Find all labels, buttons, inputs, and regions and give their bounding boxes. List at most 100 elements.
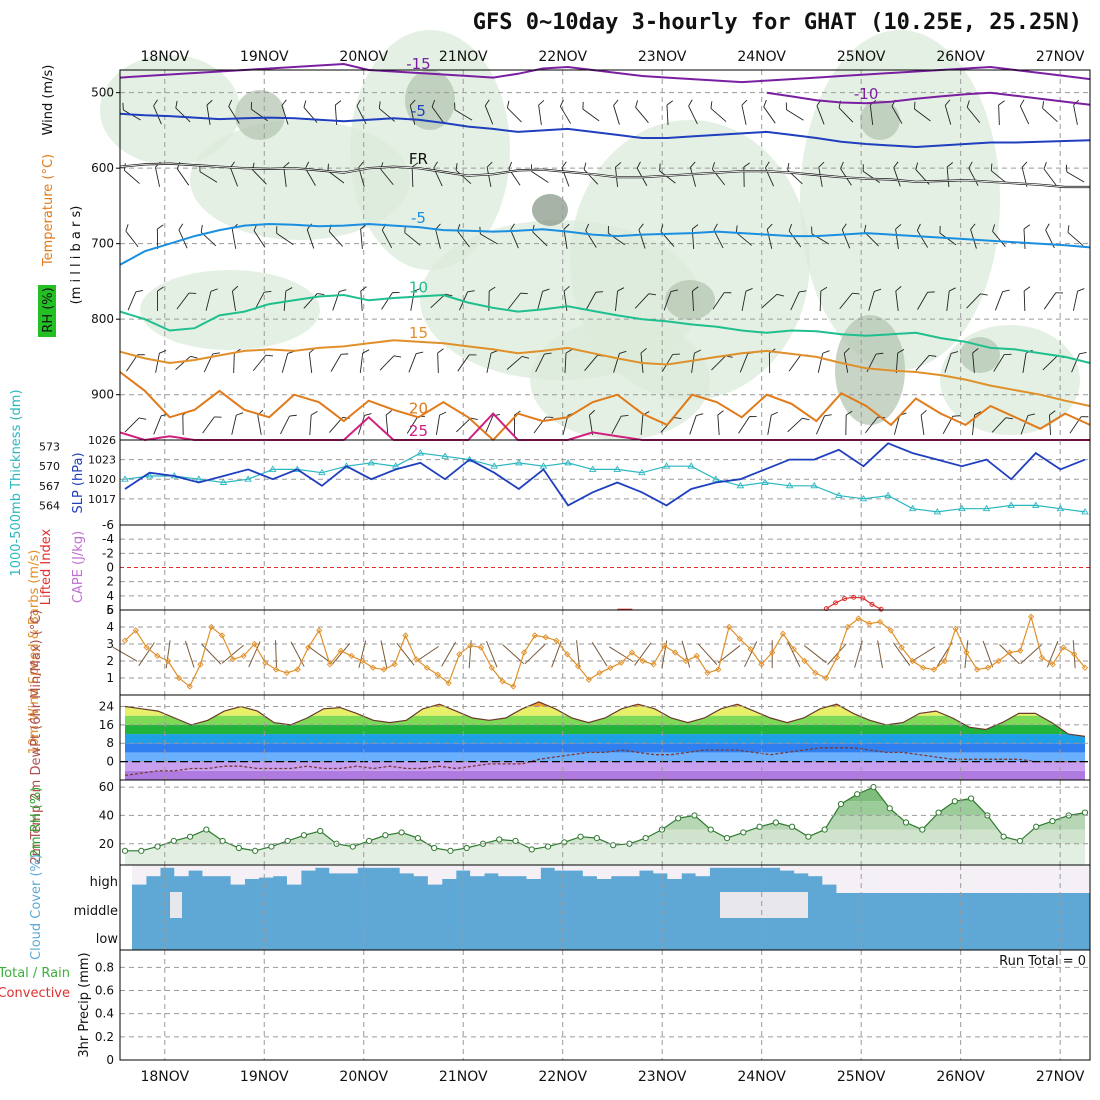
cloud-high-gap [850, 865, 865, 893]
wind-barb [153, 413, 169, 435]
wind-barb [533, 416, 554, 434]
barb-flag [745, 287, 753, 292]
rh-marker [138, 847, 145, 854]
barb-staff [138, 642, 155, 667]
isotherm-line [119, 222, 1091, 266]
li-marker [832, 600, 838, 606]
wind-barb [659, 163, 676, 184]
barb-staff [206, 105, 211, 125]
wind-barb [946, 287, 956, 311]
barb-flag [339, 289, 347, 292]
rh-shading [405, 70, 455, 130]
wind-speed-marker [510, 683, 517, 690]
barb-flag [713, 223, 718, 231]
temp-band [125, 761, 1085, 771]
barb-flag [392, 292, 400, 294]
precip-tick-label: 0.8 [95, 960, 114, 974]
barb-flag [635, 100, 639, 108]
barb-staff [457, 354, 470, 372]
wind-speed-marker [596, 669, 603, 677]
isotherm-line [119, 293, 1091, 364]
barb-flag [1045, 223, 1050, 231]
slp-line [124, 442, 1086, 507]
wind-barb [854, 640, 863, 668]
rh-marker [512, 837, 519, 845]
barb-flag [356, 99, 361, 107]
barb-staff [564, 352, 567, 374]
cloud-high-gap [202, 865, 217, 877]
barb-staff [563, 291, 568, 311]
wind-speed-marker [197, 661, 204, 668]
barb-staff [538, 105, 542, 125]
barb-staff [252, 169, 267, 185]
wind-barb [816, 414, 832, 435]
wind-barb [468, 640, 472, 669]
cloud-high-gap [1033, 865, 1049, 893]
barb-staff [532, 231, 548, 247]
barb-staff [327, 170, 345, 184]
barb-staff [221, 644, 244, 664]
wind-speed-marker [165, 657, 172, 665]
barb-flag [735, 225, 738, 233]
wind-barb [744, 641, 758, 668]
run-total-label: Run Total = 0 [999, 954, 1086, 969]
wind-barb [968, 161, 979, 187]
thickness-axis-label: 1000-500mb Thickness (dm) [9, 389, 24, 576]
cloud-high-gap [582, 865, 598, 877]
rh-shading [835, 315, 905, 425]
wind-speed-marker [413, 656, 420, 663]
barb-staff [486, 353, 492, 373]
barb-flag [200, 224, 203, 233]
barb-flag [157, 224, 164, 230]
barb-flag [862, 164, 864, 172]
isotherm-label: 25 [409, 422, 428, 440]
barb-staff [893, 167, 901, 187]
wind-barb [1023, 224, 1031, 250]
barb-flag [360, 286, 367, 292]
barb-flag [305, 161, 310, 169]
barb-staff [738, 416, 750, 434]
rh-marker [447, 847, 454, 854]
barb-flag [538, 99, 545, 106]
cloud-cover-panel: high middle low Cloud Cover (%) [29, 854, 1091, 960]
rh-marker [463, 844, 470, 852]
barb-staff [689, 415, 697, 435]
thickness-marker [441, 452, 449, 459]
barb-staff [911, 646, 936, 663]
rh-marker [268, 843, 275, 850]
wind-barb [785, 102, 804, 121]
barb-staff [946, 291, 950, 311]
barb-flag [811, 226, 813, 234]
barb-staff [1020, 644, 1042, 664]
cloud-high-gap [836, 865, 851, 893]
barb-flag [455, 163, 458, 171]
slp-tick-label: 1020 [88, 473, 116, 486]
barb-flag [228, 99, 233, 107]
barb-flag [285, 287, 293, 292]
barb-flag [454, 102, 456, 110]
cloud-high-gap [554, 865, 570, 871]
rh-marker [723, 834, 731, 842]
barb-staff [507, 292, 522, 310]
precip-tick-label: 0.2 [95, 1030, 114, 1044]
barb-staff [155, 353, 160, 373]
li-tick-label: -6 [102, 518, 114, 532]
wind-barb [524, 644, 546, 665]
barb-staff [233, 352, 235, 374]
thickness-marker [391, 462, 400, 469]
cloud-high-gap [906, 865, 922, 893]
wind-barb [944, 99, 952, 125]
barb-flag [895, 286, 902, 292]
wind-speed-marker [380, 666, 388, 673]
wind-barb [868, 288, 882, 311]
barb-flag [589, 409, 596, 416]
wind-speed-marker [963, 649, 970, 656]
barb-flag [688, 99, 693, 107]
wind-barb [305, 161, 316, 186]
wind-barb [250, 102, 268, 122]
rh-tick-label: 20 [99, 837, 114, 851]
barb-flag [852, 292, 860, 295]
barb-staff [484, 415, 494, 435]
wind-barb [767, 411, 779, 435]
rh-marker [707, 826, 714, 833]
